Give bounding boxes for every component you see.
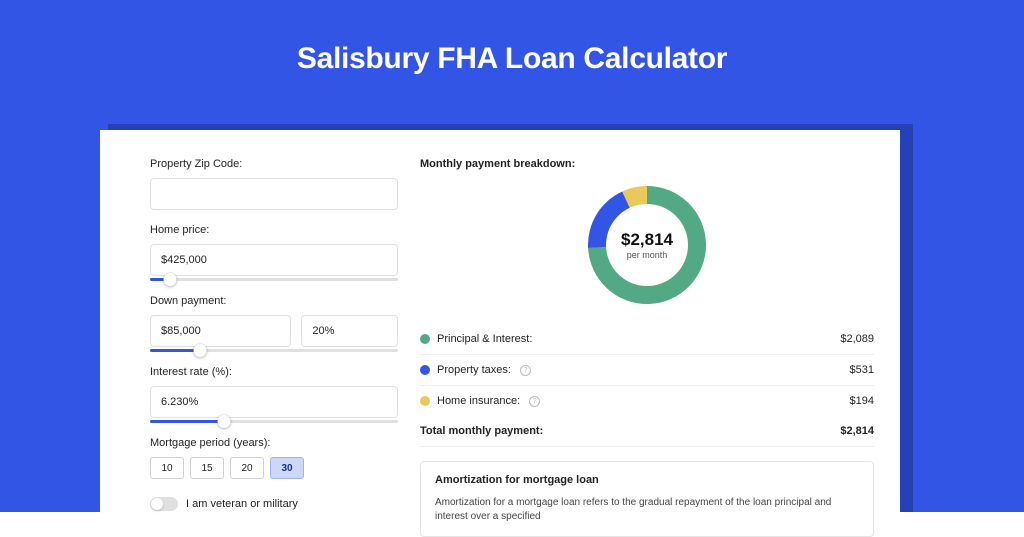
slider-fill — [150, 420, 224, 423]
home-price-slider[interactable] — [150, 278, 398, 281]
down-payment-pct-input[interactable] — [301, 315, 398, 347]
info-icon[interactable]: ? — [520, 365, 531, 376]
legend-dot — [420, 396, 430, 406]
period-button-20[interactable]: 20 — [230, 457, 264, 479]
breakdown-list: Principal & Interest: $2,089 Property taxe… — [420, 324, 874, 416]
donut-chart: $2,814 per month — [588, 186, 706, 304]
slider-thumb[interactable] — [163, 273, 176, 286]
veteran-row: I am veteran or military — [150, 497, 398, 511]
breakdown-row: Home insurance:? $194 — [420, 386, 874, 416]
breakdown-title: Monthly payment breakdown: — [420, 158, 874, 170]
breakdown-row: Principal & Interest: $2,089 — [420, 324, 874, 355]
calculator-card: Property Zip Code: Home price: Down paym… — [100, 130, 900, 512]
zip-field: Property Zip Code: — [150, 158, 398, 210]
amortization-title: Amortization for mortgage loan — [435, 474, 859, 486]
total-value: $2,814 — [840, 425, 874, 437]
breakdown-row-left: Principal & Interest: — [420, 333, 532, 345]
home-price-label: Home price: — [150, 224, 398, 236]
breakdown-total: Total monthly payment: $2,814 — [420, 416, 874, 447]
donut-amount: $2,814 — [621, 230, 673, 250]
zip-label: Property Zip Code: — [150, 158, 398, 170]
breakdown-label: Property taxes: — [437, 364, 511, 376]
period-buttons: 10 15 20 30 — [150, 457, 398, 479]
down-payment-label: Down payment: — [150, 295, 398, 307]
interest-rate-field: Interest rate (%): — [150, 366, 398, 423]
down-payment-slider[interactable] — [150, 349, 398, 352]
donut-wrap: $2,814 per month — [420, 186, 874, 304]
slider-thumb[interactable] — [218, 415, 231, 428]
zip-input[interactable] — [150, 178, 398, 210]
breakdown-value: $2,089 — [840, 333, 874, 345]
interest-rate-slider[interactable] — [150, 420, 398, 423]
down-payment-input[interactable] — [150, 315, 291, 347]
interest-rate-input[interactable] — [150, 386, 398, 418]
home-price-field: Home price: — [150, 224, 398, 281]
down-payment-row — [150, 315, 398, 347]
breakdown-value: $531 — [850, 364, 874, 376]
toggle-knob — [151, 498, 163, 510]
page-title: Salisbury FHA Loan Calculator — [0, 0, 1024, 98]
legend-dot — [420, 334, 430, 344]
period-button-10[interactable]: 10 — [150, 457, 184, 479]
donut-sub: per month — [621, 250, 673, 260]
legend-dot — [420, 365, 430, 375]
amortization-card: Amortization for mortgage loan Amortizat… — [420, 461, 874, 537]
veteran-toggle[interactable] — [150, 497, 178, 511]
interest-rate-label: Interest rate (%): — [150, 366, 398, 378]
info-icon[interactable]: ? — [529, 396, 540, 407]
page-background: Salisbury FHA Loan Calculator Property Z… — [0, 0, 1024, 512]
total-left: Total monthly payment: — [420, 425, 543, 437]
breakdown-row-left: Home insurance:? — [420, 395, 540, 407]
period-label: Mortgage period (years): — [150, 437, 398, 449]
form-panel: Property Zip Code: Home price: Down paym… — [100, 130, 420, 512]
donut-center: $2,814 per month — [621, 230, 673, 260]
veteran-label: I am veteran or military — [186, 498, 298, 510]
slider-thumb[interactable] — [193, 344, 206, 357]
breakdown-value: $194 — [850, 395, 874, 407]
breakdown-row: Property taxes:? $531 — [420, 355, 874, 386]
breakdown-panel: Monthly payment breakdown: $2,814 per mo… — [420, 130, 900, 512]
amortization-text: Amortization for a mortgage loan refers … — [435, 496, 859, 524]
breakdown-row-left: Property taxes:? — [420, 364, 531, 376]
breakdown-label: Home insurance: — [437, 395, 520, 407]
period-button-30[interactable]: 30 — [270, 457, 304, 479]
period-button-15[interactable]: 15 — [190, 457, 224, 479]
down-payment-field: Down payment: — [150, 295, 398, 352]
breakdown-label: Principal & Interest: — [437, 333, 532, 345]
home-price-input[interactable] — [150, 244, 398, 276]
total-label: Total monthly payment: — [420, 425, 543, 437]
period-field: Mortgage period (years): 10 15 20 30 — [150, 437, 398, 479]
